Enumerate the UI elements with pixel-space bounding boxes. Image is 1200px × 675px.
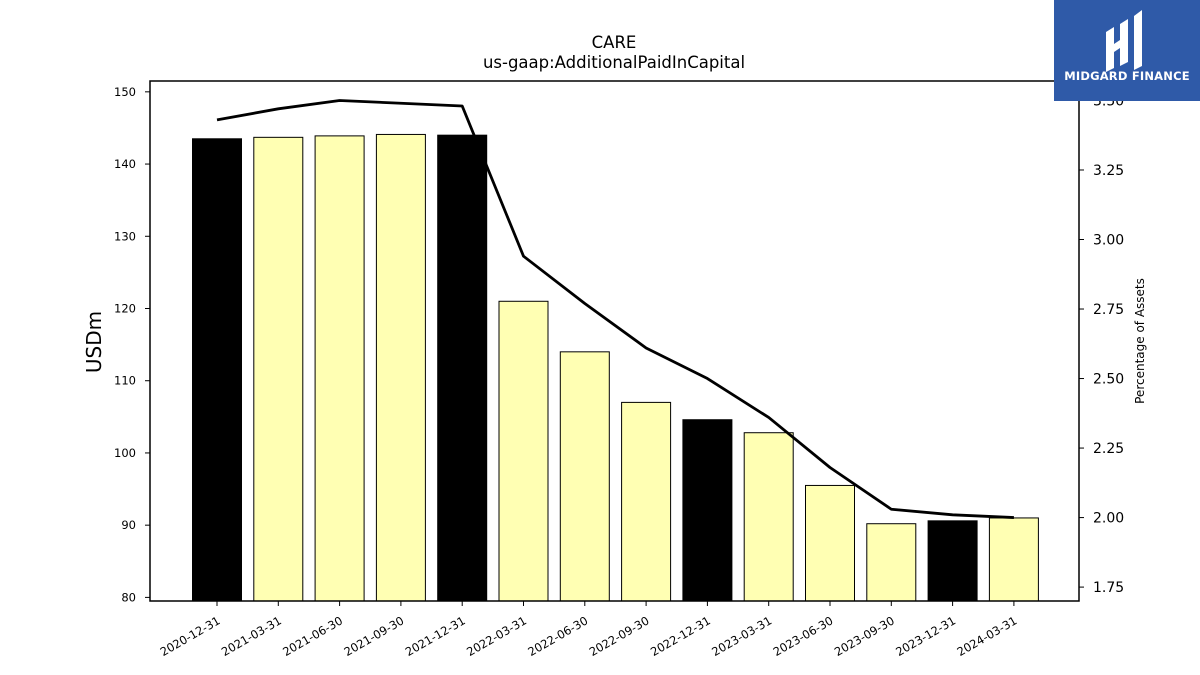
x-tick-label: 2021-03-31: [219, 613, 284, 659]
y2-tick-label: 1.75: [1093, 580, 1124, 596]
bar-2022-09-30: [621, 401, 672, 602]
x-tick-label: 2023-09-30: [832, 613, 897, 659]
y-axis-label: USDm: [82, 311, 106, 373]
bar-2022-12-31: [682, 419, 733, 602]
y2-tick-label: 2.00: [1093, 511, 1124, 527]
bar-2022-06-30: [559, 351, 610, 602]
x-tick-label: 2022-03-31: [464, 613, 529, 659]
bar-2020-12-31: [192, 138, 242, 602]
chart-title: CARE: [592, 33, 637, 52]
logo-text: MIDGARD FINANCE: [1064, 69, 1190, 83]
x-tick-label: 2021-12-31: [403, 613, 468, 659]
y-axis-right: 1.752.002.252.502.753.003.253.50: [1079, 93, 1124, 596]
bar-2021-09-30: [375, 133, 426, 602]
bar-2021-12-31: [437, 134, 488, 602]
x-tick-label: 2021-06-30: [280, 613, 345, 659]
x-tick-label: 2023-06-30: [771, 613, 836, 659]
y2-tick-label: 3.00: [1093, 233, 1124, 249]
bar-2023-06-30: [805, 484, 855, 602]
x-tick-label: 2023-12-31: [893, 613, 958, 659]
y2-tick-label: 3.25: [1093, 163, 1124, 179]
y-tick-label: 130: [114, 229, 136, 243]
plot-frame: [149, 80, 1080, 602]
y-tick-label: 150: [114, 85, 136, 99]
y-axis-left: 80 90 100 110 120 130 140 150: [114, 85, 150, 604]
x-tick-label: 2024-03-31: [955, 613, 1020, 659]
y2-tick-label: 2.75: [1093, 302, 1124, 318]
y-tick-label: 100: [114, 446, 136, 460]
midgard-logo: MIDGARD FINANCE: [1054, 0, 1200, 101]
y-tick-label: 140: [114, 157, 136, 171]
chart-subtitle: us-gaap:AdditionalPaidInCapital: [483, 53, 745, 72]
y2-axis-label: Percentage of Assets: [1133, 278, 1147, 404]
bar-2024-03-31: [988, 517, 1039, 602]
y-tick-label: 110: [114, 374, 136, 388]
x-tick-label: 2022-06-30: [525, 613, 590, 659]
line-group: [216, 99, 1014, 519]
bar-2022-03-31: [498, 300, 549, 602]
bar-2023-03-31: [743, 432, 794, 602]
x-tick-label: 2020-12-31: [158, 613, 223, 659]
x-tick-label: 2022-12-31: [648, 613, 713, 659]
y2-tick-label: 2.50: [1093, 372, 1124, 388]
y2-tick-label: 2.25: [1093, 441, 1124, 457]
bar-2021-06-30: [314, 135, 365, 602]
bars-group: [192, 133, 1039, 602]
bar-2021-03-31: [253, 136, 304, 602]
x-axis: 2020-12-312021-03-312021-06-302021-09-30…: [158, 601, 1020, 659]
y-tick-label: 80: [121, 590, 136, 604]
midgard-logo-icon: [1106, 10, 1142, 72]
y-tick-label: 120: [114, 302, 136, 316]
x-tick-label: 2023-03-31: [709, 613, 774, 659]
x-tick-label: 2021-09-30: [342, 613, 407, 659]
bar-2023-09-30: [866, 523, 917, 602]
bar-2023-12-31: [927, 520, 978, 602]
percentage-line: [216, 99, 1014, 519]
y-tick-label: 90: [121, 518, 136, 532]
x-tick-label: 2022-09-30: [587, 613, 652, 659]
